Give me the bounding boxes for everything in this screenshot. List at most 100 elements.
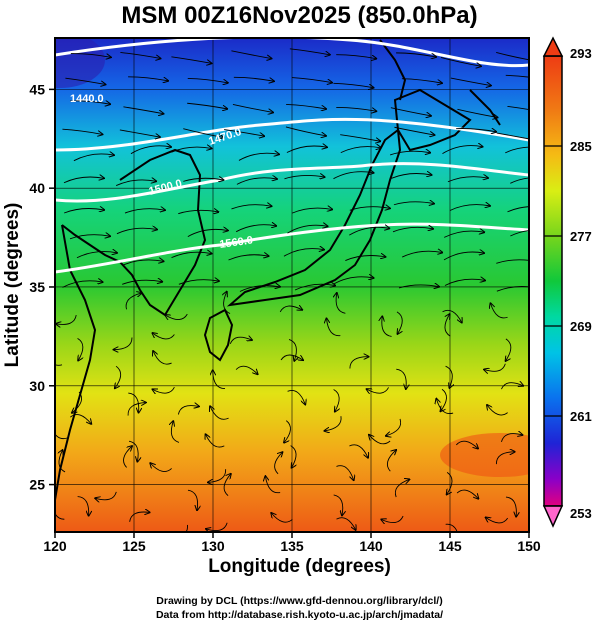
streamline	[507, 206, 529, 213]
streamline	[171, 421, 180, 443]
streamline	[340, 147, 381, 154]
streamline	[402, 251, 442, 258]
streamline	[456, 128, 496, 131]
streamline	[206, 434, 225, 448]
streamline	[187, 229, 228, 237]
streamline	[187, 489, 198, 510]
streamline	[484, 363, 506, 372]
streamline	[236, 178, 277, 185]
streamline	[445, 365, 453, 388]
streamline	[72, 391, 83, 413]
contour-label: 1560.0	[219, 234, 254, 251]
streamline	[55, 433, 68, 440]
colorbar-top-triangle	[542, 36, 564, 57]
streamline	[392, 227, 433, 233]
streamline	[153, 351, 172, 365]
streamline	[291, 208, 332, 214]
streamline	[381, 515, 404, 523]
streamline	[178, 210, 218, 213]
streamline	[231, 50, 271, 59]
streamline	[280, 354, 303, 360]
streamline	[496, 259, 529, 264]
y-tick-label: 45	[29, 81, 45, 97]
plot-area: 1440.0 1470.0 1500.0 1560.0	[54, 37, 530, 533]
streamline	[63, 177, 104, 184]
streamline	[336, 293, 346, 314]
streamline	[171, 56, 211, 64]
streamline	[284, 420, 291, 443]
streamline	[443, 252, 484, 261]
streamline	[456, 489, 478, 499]
streamline	[128, 440, 138, 461]
streamline	[238, 153, 279, 161]
streamline	[233, 76, 274, 81]
streamline	[336, 106, 376, 111]
streamline	[389, 151, 430, 156]
streamline	[505, 146, 529, 154]
streamline	[496, 52, 529, 61]
streamline	[152, 333, 175, 340]
contour-1530	[55, 222, 529, 274]
colorbar-tick-label: 293	[570, 46, 592, 61]
contour-1470	[55, 117, 529, 152]
streamline	[69, 414, 91, 424]
streamline	[457, 108, 497, 117]
streamline	[455, 440, 478, 448]
streamline	[336, 517, 355, 530]
colorbar: 293 285 277 269 261 253	[542, 36, 592, 528]
streamline	[235, 365, 258, 374]
streamline	[283, 249, 324, 257]
streamline	[78, 338, 83, 360]
streamline	[386, 450, 396, 472]
x-axis-label: Longitude (degrees)	[208, 556, 391, 577]
x-tick-label: 145	[438, 538, 462, 554]
streamline	[183, 128, 223, 138]
streamline	[442, 309, 462, 322]
streamline	[127, 403, 146, 416]
coastline-korea-china	[61, 148, 207, 317]
streamline	[128, 392, 138, 412]
x-tick-label: 130	[201, 538, 225, 554]
x-tick-label: 135	[280, 538, 304, 554]
streamline	[208, 469, 227, 482]
streamline	[115, 180, 156, 186]
streamline	[153, 386, 175, 393]
contour-label: 1440.0	[70, 93, 104, 105]
streamline	[441, 388, 447, 411]
streamline	[290, 445, 296, 468]
streamline	[213, 370, 226, 390]
y-tick-label: 35	[29, 279, 45, 295]
x-tick-label: 140	[359, 538, 383, 554]
y-tick-label: 30	[29, 378, 45, 394]
streamline	[496, 132, 529, 140]
colorbar-tick-label: 261	[570, 409, 592, 424]
streamline	[206, 522, 228, 531]
x-tick-label: 125	[122, 538, 146, 554]
streamline	[119, 129, 160, 137]
streamline	[390, 107, 431, 116]
streamline	[70, 53, 111, 58]
streamline	[177, 406, 198, 415]
streamline	[235, 225, 276, 233]
streamline	[224, 292, 231, 314]
map-title: MSM 00Z16Nov2025 (850.0hPa)	[121, 2, 478, 29]
streamline	[124, 209, 165, 214]
streamline	[171, 252, 212, 259]
x-tick-label: 120	[43, 538, 67, 554]
coastline-china	[55, 224, 97, 501]
streamline	[229, 337, 252, 344]
streamline	[70, 101, 110, 104]
streamline	[397, 311, 402, 334]
x-tick-label: 150	[517, 538, 541, 554]
streamline	[445, 314, 450, 337]
streamline	[491, 303, 508, 319]
colorbar-bottom-triangle	[542, 505, 564, 528]
streamline	[487, 405, 508, 416]
credit-data: Data from http://database.rish.kyoto-u.a…	[155, 609, 444, 621]
streamline	[440, 56, 481, 66]
streamline	[393, 202, 434, 205]
streamline	[442, 146, 482, 155]
streamline	[369, 435, 391, 445]
streamline	[496, 286, 529, 292]
